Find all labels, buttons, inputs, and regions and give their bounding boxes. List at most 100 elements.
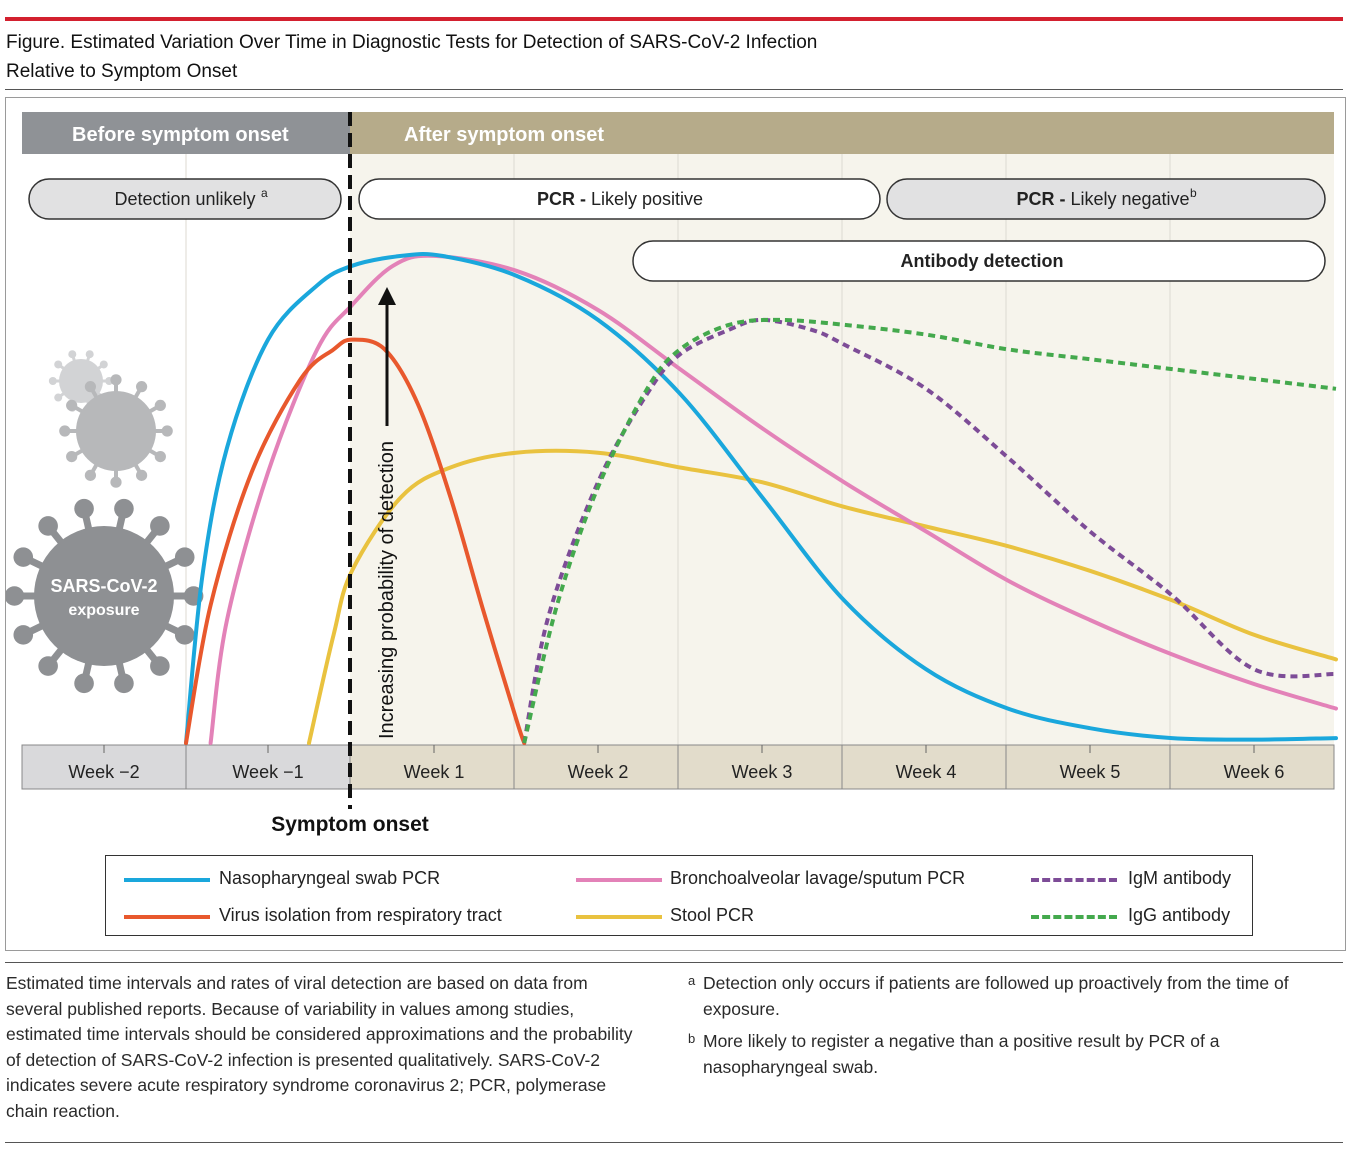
virus-spike-tip — [150, 516, 170, 536]
series-line-igm-antibody — [522, 317, 1337, 744]
pcr-negative-pill — [886, 178, 1326, 220]
footnote-main: Estimated time intervals and rates of vi… — [6, 973, 633, 1121]
virus-body — [34, 526, 174, 666]
series-line-nasopharyngeal-swab-pcr — [184, 252, 1338, 745]
legend-label: Virus isolation from respiratory tract — [219, 905, 502, 925]
antibody-label: Antibody detection — [901, 251, 1064, 271]
virus-spike-tip — [174, 625, 195, 645]
x-tick-label: Week 1 — [404, 762, 465, 782]
probability-arrow-label: Increasing probability of detection — [376, 441, 398, 739]
pcr-negative-sup: b — [1190, 186, 1197, 200]
virus-spike-tip — [161, 425, 173, 437]
virus-spike-tip — [114, 673, 134, 694]
legend-swatch — [1031, 878, 1117, 882]
series-line-bronchoalveolar-lavage-sputum-pcr — [208, 253, 1338, 745]
legend-label: IgG antibody — [1128, 905, 1231, 925]
series-line-virus-isolation-from-respiratory-tract — [184, 337, 527, 745]
figure-title: Figure. Estimated Variation Over Time in… — [6, 28, 906, 86]
virus-spike-tip — [74, 498, 94, 519]
footnote-b-text: More likely to register a negative than … — [703, 1031, 1220, 1077]
before-header-bar — [22, 112, 350, 154]
legend-swatch — [1031, 915, 1117, 919]
chart: Before symptom onset After symptom onset W… — [6, 112, 1338, 836]
virus-spike-tip — [48, 377, 57, 385]
pcr-negative-label: PCR - Likely negative — [1016, 189, 1189, 209]
x-tick-label: Week 6 — [1224, 762, 1285, 782]
x-tick-label: Week −2 — [68, 762, 139, 782]
after-header-label: After symptom onset — [404, 124, 604, 146]
virus-spike-tip — [74, 673, 94, 694]
legend-label: Stool PCR — [670, 905, 755, 925]
detection-unlikely-pill — [28, 178, 342, 220]
virus-spike-tip — [13, 625, 34, 645]
virus-spike-tip — [84, 469, 96, 481]
footnote-a-text: Detection only occurs if patients are fo… — [703, 973, 1289, 1019]
legend-label: IgM antibody — [1128, 868, 1232, 888]
symptom-onset-label: Symptom onset — [271, 813, 429, 836]
virus-label-line1: SARS-CoV-2 — [50, 576, 157, 596]
virus-icon-medium — [59, 374, 173, 488]
virus-spike-tip — [66, 399, 78, 411]
virus-spike-tip — [136, 381, 148, 393]
series-line-igg-antibody — [522, 317, 1337, 744]
virus-spike-tip — [38, 516, 58, 536]
virus-spike-tip — [99, 360, 108, 369]
pcr-positive-pill — [358, 178, 881, 220]
pcr-positive-rest: Likely positive — [591, 189, 703, 209]
x-tick-label: Week 5 — [1060, 762, 1121, 782]
top-accent-bar — [5, 17, 1343, 21]
virus-spike-tip — [54, 360, 63, 369]
legend-swatch — [576, 878, 662, 882]
series-line-stool-pcr — [307, 448, 1338, 745]
footnote-b-mark: b — [688, 1031, 696, 1046]
virus-spike-tip — [38, 656, 58, 676]
footnote-a: a Detection only occurs if patients are … — [688, 971, 1338, 1022]
figure-panel: Before symptom onset After symptom onset W… — [5, 97, 1346, 951]
virus-spike-tip — [114, 498, 134, 519]
legend-label: Bronchoalveolar lavage/sputum PCR — [670, 868, 966, 888]
virus-spike-tip — [110, 476, 122, 488]
pcr-positive-label: PCR - Likely positive — [537, 189, 703, 209]
figure-title-line2: Relative to Symptom Onset — [6, 61, 238, 82]
before-header-label: Before symptom onset — [72, 124, 289, 146]
virus-icon-large — [6, 498, 204, 694]
antibody-pill — [632, 240, 1326, 282]
detection-unlikely-label: Detection unlikely — [114, 189, 255, 209]
virus-spike-tip — [54, 393, 63, 402]
x-tick-label: Week 2 — [568, 762, 629, 782]
virus-spike-tip — [13, 547, 34, 567]
virus-spike-tip — [6, 586, 25, 606]
footnote-b: b More likely to register a negative tha… — [688, 1029, 1338, 1080]
virus-body — [76, 391, 156, 471]
virus-spike-tip — [150, 656, 170, 676]
x-tick-label: Week 4 — [896, 762, 957, 782]
pcr-negative-rest: Likely negative — [1070, 189, 1189, 209]
pcr-positive-bold: PCR - — [537, 189, 591, 209]
legend-swatch — [124, 878, 210, 882]
virus-spike-tip — [110, 374, 122, 386]
virus-spike-tip — [66, 451, 78, 463]
after-header-bar — [350, 112, 1334, 154]
legend-swatch — [576, 915, 662, 919]
virus-spike-tip — [68, 350, 77, 359]
virus-spike-tip — [154, 451, 166, 463]
virus-spike-tip — [154, 399, 166, 411]
virus-spike-tip — [59, 425, 71, 437]
detection-unlikely-sup: a — [261, 186, 268, 200]
virus-spike-tip — [136, 469, 148, 481]
legend: Nasopharyngeal swab PCR Bronchoalveolar l… — [105, 855, 1253, 936]
notes-divider — [5, 962, 1343, 963]
x-tick-label: Week 3 — [732, 762, 793, 782]
legend-label: Nasopharyngeal swab PCR — [219, 868, 441, 888]
legend-swatch — [124, 915, 210, 919]
title-divider — [5, 89, 1343, 90]
virus-spike-tip — [174, 547, 195, 567]
figure-title-line1: Figure. Estimated Variation Over Time in… — [6, 32, 818, 53]
footnote-a-mark: a — [688, 973, 696, 988]
bottom-rule — [5, 1142, 1343, 1143]
probability-arrow-head — [378, 287, 396, 305]
x-tick-label: Week −1 — [232, 762, 303, 782]
virus-spike-tip — [84, 381, 96, 393]
virus-spike-tip — [85, 350, 94, 359]
pcr-negative-bold: PCR - — [1016, 189, 1070, 209]
